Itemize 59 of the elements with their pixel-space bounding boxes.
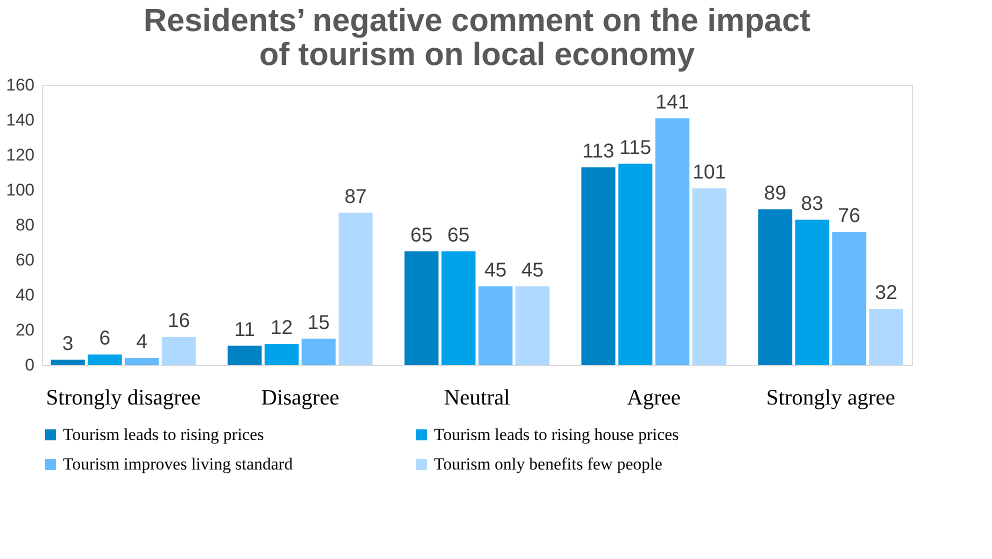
data-label: 6 (99, 328, 110, 350)
data-label: 16 (168, 310, 190, 332)
x-tick-label: Agree (626, 384, 681, 410)
bar (618, 164, 652, 365)
data-label: 115 (619, 136, 652, 159)
data-label: 32 (875, 282, 898, 304)
data-label: 65 (410, 224, 433, 246)
bar (162, 337, 196, 365)
bar (758, 209, 792, 365)
data-label: 113 (582, 140, 614, 162)
x-tick-label: Disagree (261, 384, 340, 410)
bar (124, 358, 159, 365)
y-tick-label: 120 (6, 146, 34, 164)
y-tick-label: 0 (25, 356, 34, 374)
bar (88, 354, 122, 365)
x-tick-label: Neutral (444, 384, 510, 410)
data-label: 15 (308, 312, 330, 334)
legend-label: Tourism leads to rising prices (63, 424, 264, 444)
data-label: 89 (764, 182, 786, 204)
bar (655, 118, 690, 365)
bar (515, 286, 550, 365)
y-tick-label: 20 (16, 320, 34, 340)
bar (338, 212, 373, 365)
data-label: 87 (344, 186, 367, 208)
legend-label: Tourism improves living standard (63, 454, 294, 474)
bar (228, 346, 262, 365)
bar (581, 167, 616, 365)
y-tick-label: 80 (16, 216, 34, 234)
bar (302, 338, 336, 365)
data-label: 76 (838, 205, 860, 227)
bar (264, 344, 299, 365)
bar (441, 251, 476, 365)
y-tick-label: 160 (6, 76, 34, 94)
bar (50, 360, 85, 365)
bar (478, 286, 513, 365)
data-label: 101 (692, 161, 726, 184)
legend-label: Tourism leads to rising house prices (434, 424, 679, 444)
y-tick-label: 60 (16, 250, 34, 270)
y-tick-label: 140 (6, 110, 34, 130)
chart-title: Residents’ negative comment on the impact of tourism on local economy (144, 2, 811, 72)
data-label: 83 (801, 192, 824, 215)
x-tick-label: Strongly disagree (46, 384, 201, 410)
data-label: 45 (521, 259, 544, 282)
bar (869, 309, 904, 365)
data-label: 12 (270, 317, 293, 339)
data-label: 65 (447, 224, 470, 246)
data-label: 11 (234, 318, 256, 341)
data-label: 45 (484, 259, 507, 282)
y-tick-label: 100 (6, 180, 34, 200)
legend-label: Tourism only benefits few people (434, 454, 662, 474)
y-tick-label: 40 (16, 286, 34, 304)
bar (404, 251, 439, 365)
data-label: 4 (136, 331, 148, 353)
bar (692, 188, 726, 365)
data-label: 3 (62, 332, 74, 355)
data-label: 141 (656, 91, 690, 114)
bar (795, 220, 830, 365)
bar (832, 232, 866, 365)
x-tick-label: Strongly agree (766, 384, 896, 410)
